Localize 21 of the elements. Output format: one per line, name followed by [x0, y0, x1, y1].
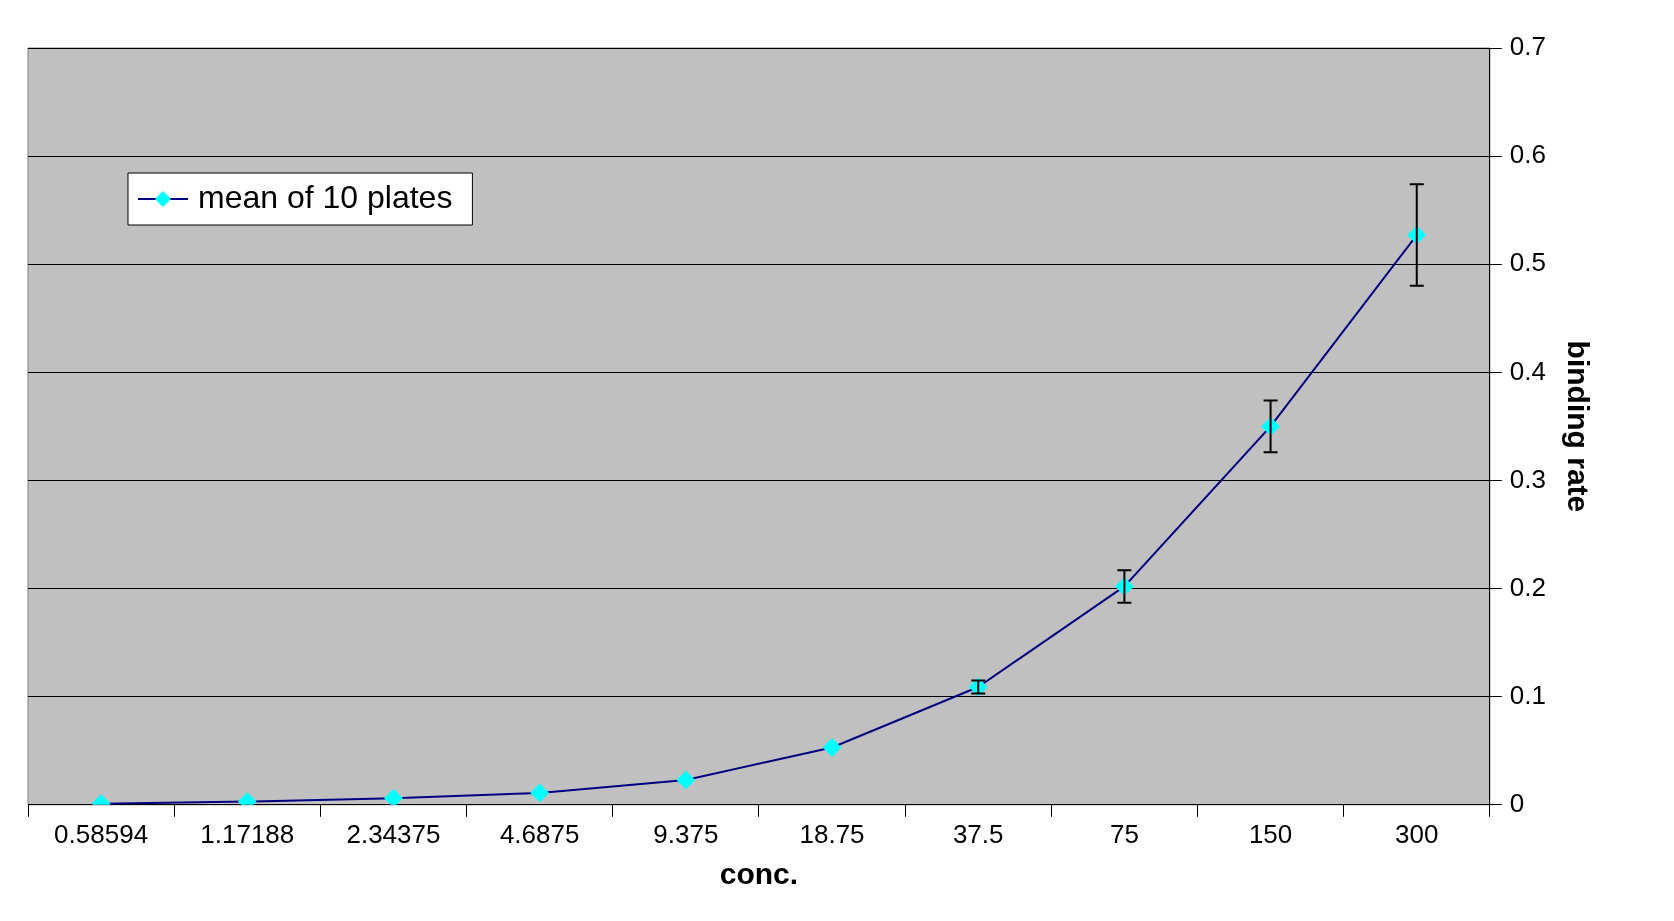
y-tick-label: 0.7: [1509, 31, 1547, 62]
x-tick-label: 4.6875: [499, 818, 580, 849]
x-tick-label: 2.34375: [346, 818, 441, 849]
x-tick-label: 18.75: [799, 818, 865, 849]
x-axis-title: conc.: [719, 857, 799, 891]
legend-label: mean of 10 plates: [198, 178, 453, 215]
x-tick-label: 37.5: [952, 818, 1004, 849]
y-tick-label: 0.2: [1509, 571, 1547, 602]
y-tick-label: 0: [1509, 787, 1525, 818]
y-tick-label: 0.4: [1509, 355, 1547, 386]
y-axis-title: binding rate: [1561, 340, 1595, 513]
y-tick-label: 0.5: [1509, 247, 1547, 278]
y-tick-label: 0.3: [1509, 463, 1547, 494]
x-tick-label: 300: [1395, 818, 1439, 849]
x-tick-label: 0.58594: [54, 818, 149, 849]
x-tick-label: 75: [1109, 818, 1139, 849]
y-tick-label: 0.1: [1509, 679, 1547, 710]
x-tick-label: 150: [1248, 818, 1293, 849]
x-tick-label: 9.375: [653, 818, 719, 849]
y-tick-label: 0.6: [1509, 139, 1547, 170]
x-tick-label: 1.17188: [200, 818, 295, 849]
